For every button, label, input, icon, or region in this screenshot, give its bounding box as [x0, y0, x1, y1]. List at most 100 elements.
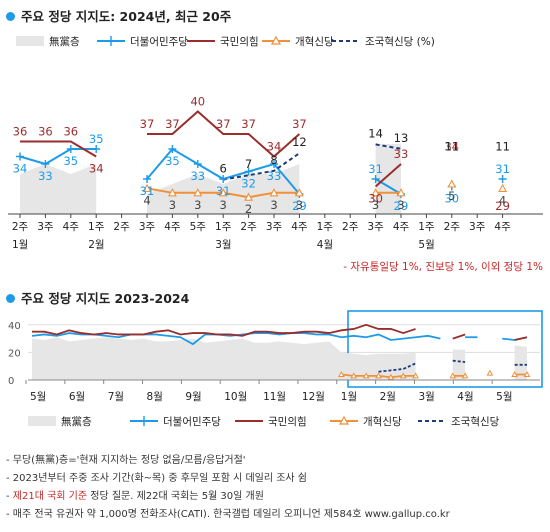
- reform-point: [412, 372, 419, 379]
- reform-label: 5: [448, 189, 455, 203]
- reform-point: [269, 188, 279, 197]
- dem-label: 31: [368, 162, 383, 176]
- x-tick-label: 3주: [367, 221, 384, 233]
- ppp-line-1: [147, 110, 301, 158]
- legend-label-0: 無黨층: [61, 415, 92, 428]
- month-label: 10월: [224, 391, 247, 403]
- rebuild-label: 13: [394, 131, 409, 145]
- legend-label-2: 국민의힘: [268, 416, 307, 428]
- x-tick-label: 4주: [393, 221, 410, 233]
- rebuild-label: 11: [444, 140, 459, 154]
- note-3: - 제21대 국회 기준 정당 질문. 제22대 국회는 5월 30일 개원: [6, 491, 264, 502]
- bullet-icon: [6, 12, 15, 21]
- month-label: 1월: [341, 391, 357, 403]
- ppp-label: 36: [63, 125, 78, 139]
- ppp-line-2: [374, 163, 402, 188]
- x-tick-label: 3주: [139, 221, 156, 233]
- ppp-line-0: [32, 323, 416, 337]
- y-tick-label: 0: [8, 376, 14, 387]
- note-2: - 2023년부터 주중 조사 기간(화~목) 중 후무일 포함 시 데일리 조…: [6, 473, 308, 484]
- month-label: 6월: [69, 391, 85, 403]
- reform-label: 3: [220, 198, 227, 212]
- bottom-chart: 0 20 40 5월 6월 7월 8월 9월 10월 11월 12월 1월 2월 3월 4월 5월 無黨층 더불어…: [8, 310, 543, 428]
- rebuild-line-1: [452, 359, 466, 363]
- month-label: 5월: [418, 239, 434, 251]
- month-label: 8월: [147, 391, 163, 403]
- x-tick-label: 4주: [164, 221, 181, 233]
- ppp-label: 34: [267, 140, 282, 154]
- reform-point: [338, 370, 345, 377]
- dem-point: [244, 167, 253, 176]
- dem-label: 35: [63, 154, 78, 168]
- month-label: 4월: [457, 391, 473, 403]
- ppp-label: 37: [216, 117, 231, 131]
- rebuild-label: 7: [245, 157, 252, 171]
- reform-point: [142, 183, 152, 192]
- x-tick-label: 3주: [469, 221, 486, 233]
- ppp-label: 30: [368, 192, 383, 206]
- dem-line-0: [19, 148, 97, 166]
- month-label: 3월: [215, 239, 231, 251]
- reform-label: 3: [372, 198, 379, 212]
- ppp-label: 37: [165, 117, 180, 131]
- top-footnote: - 자유통일당 1%, 진보당 1%, 이외 정당 1%: [343, 260, 543, 273]
- x-tick-label: 1주: [88, 221, 105, 233]
- month-label: 5월: [30, 391, 46, 403]
- ppp-label: 37: [241, 117, 256, 131]
- x-tick-label: 2주: [240, 221, 257, 233]
- dem-point: [66, 145, 75, 153]
- month-label: 7월: [108, 391, 124, 403]
- reform-point: [511, 370, 518, 377]
- rebuild-line-1: [375, 143, 402, 150]
- dem-label: 31: [140, 184, 155, 198]
- dem-label: 31: [216, 184, 231, 198]
- month-label: 5월: [496, 391, 512, 403]
- reform-label: 3: [169, 198, 176, 212]
- dem-point: [498, 175, 507, 183]
- dem-point: [143, 175, 151, 183]
- none-area-0: [32, 337, 416, 380]
- month-label: 9월: [185, 391, 201, 403]
- note-3-red: 제21대 국회 기준: [12, 491, 88, 502]
- reform-point: [498, 183, 508, 192]
- reform-point: [461, 372, 469, 379]
- legend-dem-marker: [106, 36, 116, 46]
- ppp-label: 36: [13, 125, 28, 139]
- month-label: 12월: [302, 391, 325, 403]
- ppp-label: 37: [140, 117, 155, 131]
- x-tick-label: 2주: [342, 221, 359, 233]
- dem-label: 29: [292, 199, 307, 213]
- notes: - 무당(無黨)층='현재 지지하는 정당 없음/모름/응답거절' - 2023…: [6, 452, 450, 524]
- reform-label: 3: [270, 198, 277, 212]
- none-area-2: [375, 144, 401, 214]
- dem-point: [92, 145, 101, 153]
- reform-point: [447, 179, 457, 188]
- x-tick-label: 1주: [317, 221, 334, 233]
- legend-label-0: 無黨층: [49, 35, 80, 48]
- legend-label-3: 개혁신당: [363, 416, 402, 428]
- reform-point: [523, 370, 531, 377]
- month-label: 11월: [263, 391, 286, 403]
- reform-label: 3: [397, 198, 404, 212]
- reform-point: [396, 188, 406, 197]
- reform-label: 2: [245, 202, 252, 216]
- dem-label: 33: [38, 169, 53, 183]
- dem-label: 31: [495, 162, 510, 176]
- reform-point: [193, 188, 203, 197]
- reform-point: [294, 188, 304, 197]
- x-tick-label: 4주: [63, 221, 80, 233]
- legend-label-4: 조국혁신당: [451, 416, 500, 428]
- dem-point: [41, 160, 50, 168]
- rebuild-label: 14: [368, 126, 383, 140]
- rebuild-label: 11: [495, 140, 510, 154]
- none-area-0: [20, 164, 97, 214]
- reform-point: [244, 192, 254, 201]
- x-tick-label: 2주: [444, 221, 461, 233]
- reform-point: [399, 372, 407, 379]
- reform-point: [350, 372, 358, 379]
- reform-label: 3: [194, 198, 201, 212]
- x-tick-label: 3주: [266, 221, 283, 233]
- legend-reform-marker: [338, 415, 350, 425]
- month-label: 4월: [317, 239, 333, 251]
